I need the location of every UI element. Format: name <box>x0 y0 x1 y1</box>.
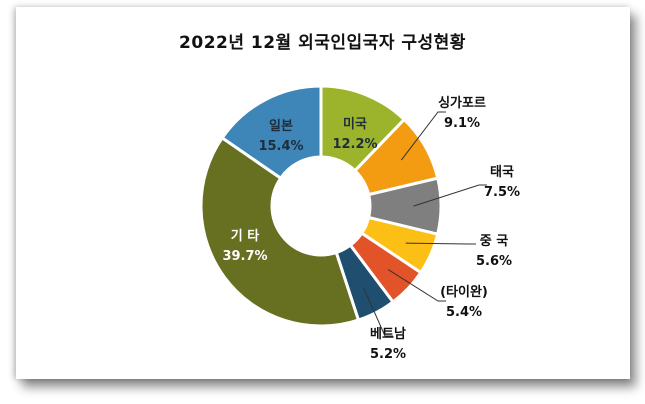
slice-value-label: 9.1% <box>444 116 480 131</box>
slice-label: (타이완) <box>440 284 488 300</box>
slice-value-label: 12.2% <box>332 137 377 152</box>
slice-labels: 미국 12.2% 싱가포르 9.1% 태국 7.5% 중 국 5.6% (타이완) 5.4% 베트남… <box>222 96 520 362</box>
slice-label: 기 타 <box>231 228 259 244</box>
slice-value-label: 15.4% <box>258 139 303 154</box>
donut-slice <box>199 135 361 328</box>
slice-value-label: 7.5% <box>484 185 520 200</box>
donut-slice <box>220 84 323 181</box>
leader-line <box>405 242 476 245</box>
slice-value-label: 39.7% <box>222 249 267 264</box>
leader-line <box>387 269 446 302</box>
leader-line <box>400 111 446 161</box>
donut-slices <box>199 84 443 328</box>
slice-label: 중 국 <box>480 234 508 249</box>
slice-value-label: 5.4% <box>446 305 482 320</box>
slice-label: 미국 <box>343 116 367 132</box>
slice-value-label: 5.6% <box>476 254 512 269</box>
slice-label: 베트남 <box>370 326 406 342</box>
slice-label: 싱가포르 <box>438 96 486 111</box>
slice-value-label: 5.2% <box>370 347 406 362</box>
leader-line <box>413 184 487 207</box>
chart-title: 2022년 12월 외국인입국자 구성현황 <box>179 33 466 53</box>
leader-lines <box>363 111 487 337</box>
slice-label: 태국 <box>490 165 514 180</box>
slice-label: 일본 <box>269 119 293 134</box>
leader-line <box>363 287 393 337</box>
